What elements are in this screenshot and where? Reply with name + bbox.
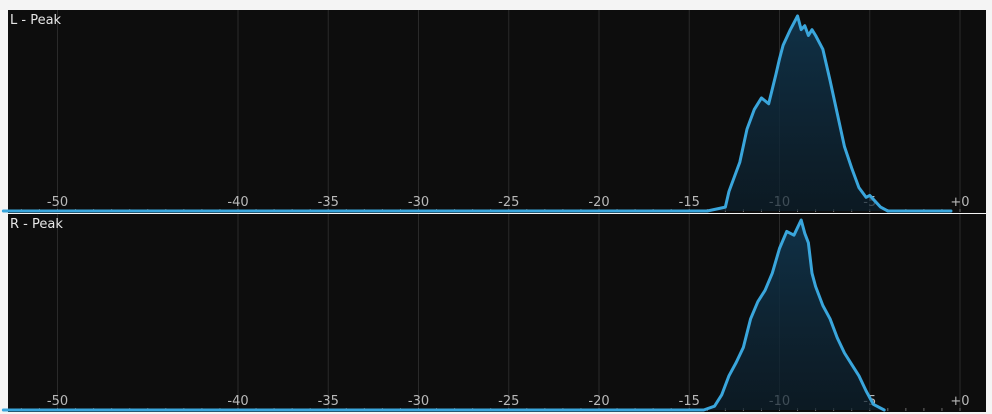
right-tick-label: -30 bbox=[408, 394, 429, 409]
left-tick-label: -40 bbox=[227, 195, 248, 210]
left-tick-label: +0 bbox=[950, 195, 969, 210]
right-tick-label: -15 bbox=[679, 394, 700, 409]
left-panel-title: L - Peak bbox=[10, 13, 62, 28]
left-tick-label: -30 bbox=[408, 195, 429, 210]
left-tick-label: -50 bbox=[47, 195, 68, 210]
right-tick-label: -40 bbox=[227, 394, 248, 409]
left-histogram-area bbox=[3, 16, 951, 211]
right-peak-panel: -50-40-35-30-25-20-15-10-5+0R - Peak bbox=[1, 214, 986, 412]
right-histogram-line bbox=[1, 218, 886, 412]
right-tick-label: -20 bbox=[588, 394, 609, 409]
right-panel-title: R - Peak bbox=[10, 217, 63, 232]
left-tick-label: -15 bbox=[679, 195, 700, 210]
left-tick-label: -25 bbox=[498, 195, 519, 210]
right-histogram-area bbox=[3, 220, 885, 410]
left-tick-label: -35 bbox=[318, 195, 339, 210]
left-tick-label: -20 bbox=[588, 195, 609, 210]
right-tick-label: -50 bbox=[47, 394, 68, 409]
left-peak-panel: -50-40-35-30-25-20-15-10-5+0L - Peak bbox=[1, 10, 986, 213]
right-tick-label: +0 bbox=[950, 394, 969, 409]
right-tick-label: -25 bbox=[498, 394, 519, 409]
left-histogram-line bbox=[1, 14, 953, 213]
right-tick-label: -35 bbox=[318, 394, 339, 409]
